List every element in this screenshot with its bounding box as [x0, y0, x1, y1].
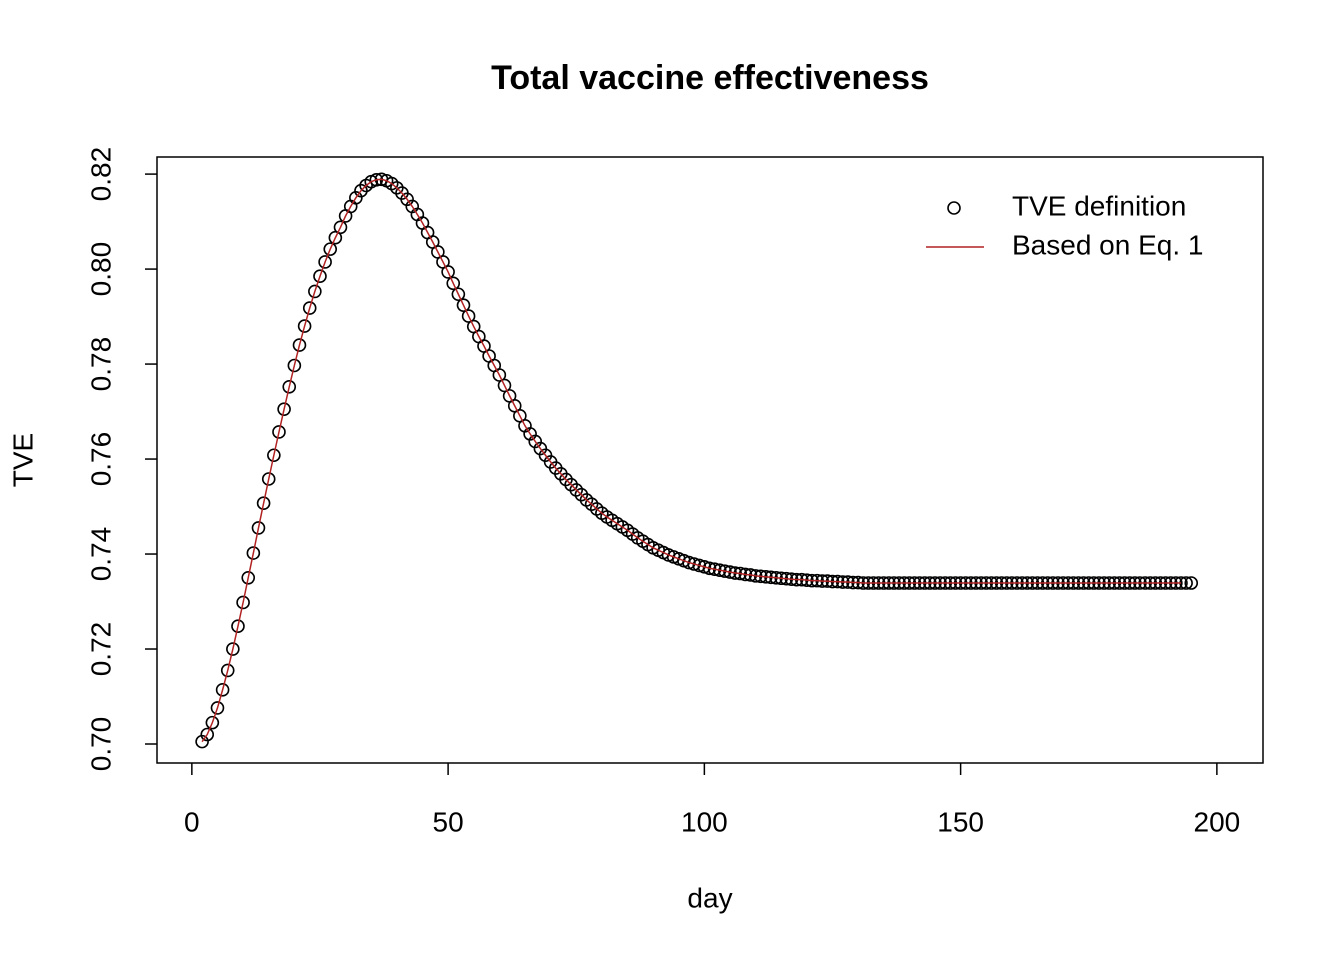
series-line: [201, 178, 1181, 743]
y-axis-label: TVE: [7, 433, 38, 487]
data-point: [318, 255, 332, 269]
data-point: [241, 570, 256, 585]
data-point: [236, 595, 250, 610]
data-point: [246, 546, 261, 560]
data-point: [308, 284, 322, 299]
data-point: [277, 402, 291, 416]
data-point: [682, 555, 696, 570]
data-point: [441, 265, 455, 279]
x-tick-label: 150: [937, 806, 984, 837]
data-point: [302, 301, 317, 315]
data-point: [697, 560, 712, 574]
data-point: [210, 701, 225, 715]
data-point: [261, 472, 276, 486]
y-tick-label: 0.76: [85, 432, 116, 487]
data-point: [712, 563, 727, 577]
x-tick-label: 0: [184, 806, 200, 837]
data-point: [282, 380, 297, 394]
data-point: [1184, 576, 1199, 590]
data-point: [718, 564, 732, 578]
data-point: [231, 619, 245, 634]
data-point: [446, 276, 461, 291]
data-point: [687, 557, 701, 571]
y-tick-label: 0.78: [85, 337, 116, 392]
data-point: [297, 319, 312, 333]
y-tick-label: 0.70: [85, 717, 116, 772]
data-point: [292, 338, 307, 352]
data-point: [215, 683, 230, 697]
x-tick-label: 100: [681, 806, 728, 837]
data-point: [323, 242, 338, 256]
data-point: [313, 269, 327, 284]
x-tick-label: 50: [433, 806, 464, 837]
data-point: [333, 220, 348, 235]
data-point: [267, 448, 281, 463]
data-point: [707, 562, 722, 577]
data-point: [451, 287, 466, 302]
chart-title: Total vaccine effectiveness: [491, 59, 929, 97]
data-point: [456, 298, 471, 312]
legend-label: TVE definition: [1012, 190, 1186, 221]
y-tick-label: 0.82: [85, 147, 116, 202]
data-point: [226, 642, 240, 656]
data-point: [256, 496, 271, 511]
x-tick-label: 200: [1194, 806, 1241, 837]
legend-label: Based on Eq. 1: [1012, 229, 1203, 260]
plot-box: [156, 156, 1264, 764]
y-tick-label: 0.72: [85, 622, 116, 677]
y-tick-label: 0.80: [85, 242, 116, 297]
data-point: [200, 727, 215, 742]
y-tick-label: 0.74: [85, 527, 116, 582]
data-point: [205, 715, 220, 730]
data-point: [251, 521, 266, 535]
data-point: [702, 561, 717, 576]
data-point: [287, 358, 302, 373]
data-point: [272, 425, 286, 439]
data-point: [220, 663, 235, 678]
data-point: [692, 558, 707, 573]
x-axis-label: day: [687, 882, 732, 913]
data-point: [723, 565, 737, 579]
legend-symbol: [947, 201, 961, 215]
